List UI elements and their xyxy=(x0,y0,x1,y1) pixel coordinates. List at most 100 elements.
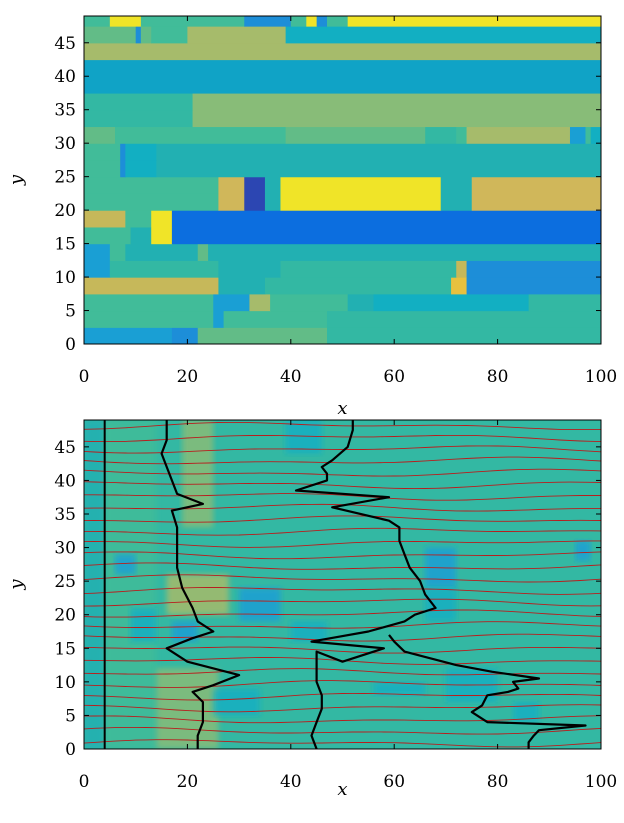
heatmap-cell xyxy=(84,210,126,228)
background-patch xyxy=(425,587,457,622)
heatmap-cell xyxy=(171,327,199,344)
heatmap-cell xyxy=(187,26,287,44)
y-tick-label: 25 xyxy=(54,168,76,188)
streamline xyxy=(84,646,601,654)
heatmap-cell xyxy=(140,16,245,27)
x-tick-label: 80 xyxy=(487,367,509,387)
heatmap-cell xyxy=(466,277,601,295)
heatmap-cell xyxy=(280,176,442,194)
streamline xyxy=(84,704,601,713)
heatmap-cell xyxy=(84,159,121,178)
y-tick-label: 45 xyxy=(54,438,76,458)
background-patch xyxy=(213,688,260,716)
y-tick-label: 10 xyxy=(54,268,76,288)
heatmap-cell xyxy=(218,260,282,278)
streamline xyxy=(84,481,601,490)
x-axis-label: x xyxy=(337,779,347,800)
heatmap-cell xyxy=(140,26,152,44)
streamline xyxy=(84,574,601,583)
heatmap-cell xyxy=(84,193,220,211)
heatmap-cell xyxy=(528,293,601,312)
plot-frame xyxy=(83,419,602,750)
background-patch xyxy=(84,420,105,749)
heatmap-cell xyxy=(569,126,587,144)
heatmap-cell xyxy=(109,16,142,27)
x-tick-label: 80 xyxy=(487,772,509,792)
heatmap-cell xyxy=(135,26,142,44)
heatmap-cell xyxy=(223,310,328,328)
heatmap-cell xyxy=(84,126,116,144)
x-tick-label: 40 xyxy=(280,367,302,387)
heatmap-cell xyxy=(156,143,601,161)
y-tick-label: 25 xyxy=(54,572,76,592)
heatmap-cell xyxy=(109,243,126,261)
heatmap-cell xyxy=(197,243,209,261)
background-patch xyxy=(130,608,157,642)
streamline xyxy=(84,715,601,724)
heatmap-cell xyxy=(425,126,457,144)
heatmap-cell xyxy=(249,293,271,312)
heatmap-cell xyxy=(218,277,266,295)
streamline xyxy=(84,456,601,465)
heatmap-cell xyxy=(585,126,592,144)
heatmap-cell xyxy=(456,126,468,144)
heatmap-cell xyxy=(440,176,473,194)
y-tick-label: 10 xyxy=(54,673,76,693)
heatmap-cell xyxy=(151,210,173,228)
heatmap-cell xyxy=(466,126,571,144)
y-tick-label: 30 xyxy=(54,539,76,559)
y-tick-label: 5 xyxy=(65,706,76,726)
heatmap-cell xyxy=(109,260,220,278)
plot-frame xyxy=(83,15,602,345)
y-tick-label: 30 xyxy=(54,134,76,154)
heatmap-cell xyxy=(171,226,601,245)
streamline xyxy=(84,527,601,536)
heatmap-cell xyxy=(171,210,601,228)
heatmap-cell xyxy=(280,260,457,278)
heatmap-cell xyxy=(84,42,601,61)
heatmap-cell xyxy=(213,293,251,312)
heatmap-cell xyxy=(84,310,214,328)
streamline xyxy=(84,551,601,560)
heatmap-cell xyxy=(115,126,287,144)
background-patch xyxy=(156,668,219,749)
heatmap-panel: 0 20 40 60 80 100 0 5 10 15 20 25 30 35 40 45 x y xyxy=(6,15,617,419)
heatmap-cell xyxy=(197,327,328,344)
heatmap-cell xyxy=(213,310,225,328)
y-axis-label: y xyxy=(6,174,27,186)
heatmap-cell xyxy=(84,176,220,194)
y-tick-label: 40 xyxy=(54,67,76,87)
streamline xyxy=(84,493,601,501)
streamline xyxy=(84,633,601,642)
heatmap-cell xyxy=(290,16,307,27)
streamline xyxy=(84,739,601,748)
heatmap-cell xyxy=(84,92,194,111)
streamline xyxy=(84,421,601,431)
heatmap-cell xyxy=(280,193,442,211)
background-patch xyxy=(290,621,327,642)
heatmap-cell xyxy=(208,243,601,261)
x-tick-label: 100 xyxy=(585,772,617,792)
streamline xyxy=(84,540,601,548)
background-patch xyxy=(575,540,591,561)
y-tick-label: 35 xyxy=(54,101,76,121)
y-tick-label: 5 xyxy=(65,302,76,322)
heatmap-cell xyxy=(347,16,601,27)
heatmap-cell xyxy=(84,293,214,312)
heatmap-cell xyxy=(125,159,157,178)
y-tick-label: 35 xyxy=(54,505,76,525)
x-tick-label: 40 xyxy=(280,772,302,792)
heatmap-cell xyxy=(316,16,328,27)
plot-area xyxy=(84,420,601,749)
heatmap-cell xyxy=(264,277,452,295)
background-patch xyxy=(513,702,539,723)
heatmap-cell xyxy=(264,193,282,211)
heatmap-cell xyxy=(285,126,426,144)
background-patch xyxy=(104,420,157,749)
heatmap-cell xyxy=(326,310,601,328)
x-tick-label: 20 xyxy=(177,367,199,387)
heatmap-cell xyxy=(306,16,318,27)
streamline-panel: 0 20 40 60 80 100 0 5 10 15 20 25 30 35 40 45 x y xyxy=(6,419,617,800)
heatmap-cell xyxy=(84,26,137,44)
heatmap-cell xyxy=(151,26,188,44)
